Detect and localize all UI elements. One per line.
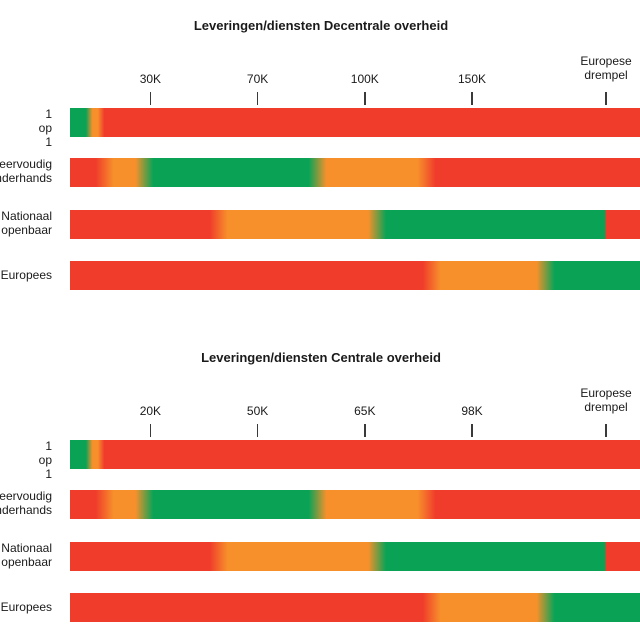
row-label: Europees bbox=[0, 268, 52, 282]
chart-title: Leveringen/diensten Decentrale overheid bbox=[193, 18, 449, 33]
row-label: 1 op 1 bbox=[38, 439, 52, 481]
chart-title: Leveringen/diensten Centrale overheid bbox=[201, 350, 441, 365]
bar-fill bbox=[70, 593, 606, 622]
tick-label: 70K bbox=[246, 72, 269, 86]
tick-label: 98K bbox=[461, 404, 483, 418]
tick-line bbox=[471, 92, 473, 105]
tick-line bbox=[605, 92, 607, 105]
bar-row bbox=[70, 440, 640, 469]
bar-tail bbox=[605, 490, 640, 519]
bar-row bbox=[70, 261, 640, 290]
row-label: Nationaal openbaar bbox=[1, 541, 52, 569]
bar-fill bbox=[70, 210, 606, 239]
row-label: 1 op 1 bbox=[38, 107, 52, 149]
bar-row bbox=[70, 158, 640, 187]
bar-row bbox=[70, 490, 640, 519]
row-label: Meervoudigonderhands bbox=[0, 489, 52, 517]
bar-row bbox=[70, 108, 640, 137]
bar-fill bbox=[70, 490, 606, 519]
bar-tail bbox=[605, 261, 640, 290]
tick-line bbox=[364, 424, 366, 437]
bar-svg bbox=[70, 108, 640, 137]
bar-tail bbox=[605, 593, 640, 622]
bar-svg bbox=[70, 542, 640, 571]
bar-svg bbox=[70, 490, 640, 519]
tick-label: 30K bbox=[139, 72, 162, 86]
tick-label: 150K bbox=[457, 72, 487, 86]
bar-svg bbox=[70, 158, 640, 187]
tick-label: 100K bbox=[350, 72, 379, 86]
bar-fill bbox=[70, 108, 269, 137]
bar-tail bbox=[605, 210, 640, 239]
bar-fill bbox=[70, 542, 606, 571]
bar-tail bbox=[605, 542, 640, 571]
bar-row bbox=[70, 542, 640, 571]
row-label: Nationaal openbaar bbox=[1, 209, 52, 237]
bar-svg bbox=[70, 210, 640, 239]
tick-label: 50K bbox=[246, 404, 269, 418]
bar-tail bbox=[605, 158, 640, 187]
tick-line bbox=[256, 92, 259, 105]
tick-label: Europese drempel bbox=[580, 54, 632, 82]
tick-label: 20K bbox=[139, 404, 162, 418]
tick-line bbox=[471, 424, 473, 437]
tick-label: Europese drempel bbox=[580, 386, 632, 414]
bar-tail bbox=[267, 108, 640, 137]
tick-line bbox=[605, 424, 607, 437]
bar-row bbox=[70, 593, 640, 622]
chart-centrale: Leveringen/diensten Centrale overheid 20… bbox=[0, 332, 640, 640]
bar-fill bbox=[70, 158, 606, 187]
row-label: Meervoudigonderhands bbox=[0, 157, 52, 185]
bar-svg bbox=[70, 593, 640, 622]
tick-line bbox=[149, 92, 152, 105]
tick-line bbox=[364, 92, 366, 105]
bar-fill bbox=[70, 440, 269, 469]
tick-line bbox=[256, 424, 259, 437]
bar-tail bbox=[267, 440, 640, 469]
chart-decentrale: Leveringen/diensten Decentrale overheid … bbox=[0, 18, 640, 290]
row-label: Europees bbox=[0, 600, 52, 614]
bar-svg bbox=[70, 440, 640, 469]
tick-label: 65K bbox=[354, 404, 376, 418]
tick-line bbox=[149, 424, 152, 437]
bar-row bbox=[70, 210, 640, 239]
bar-svg bbox=[70, 261, 640, 290]
bar-fill bbox=[70, 261, 606, 290]
